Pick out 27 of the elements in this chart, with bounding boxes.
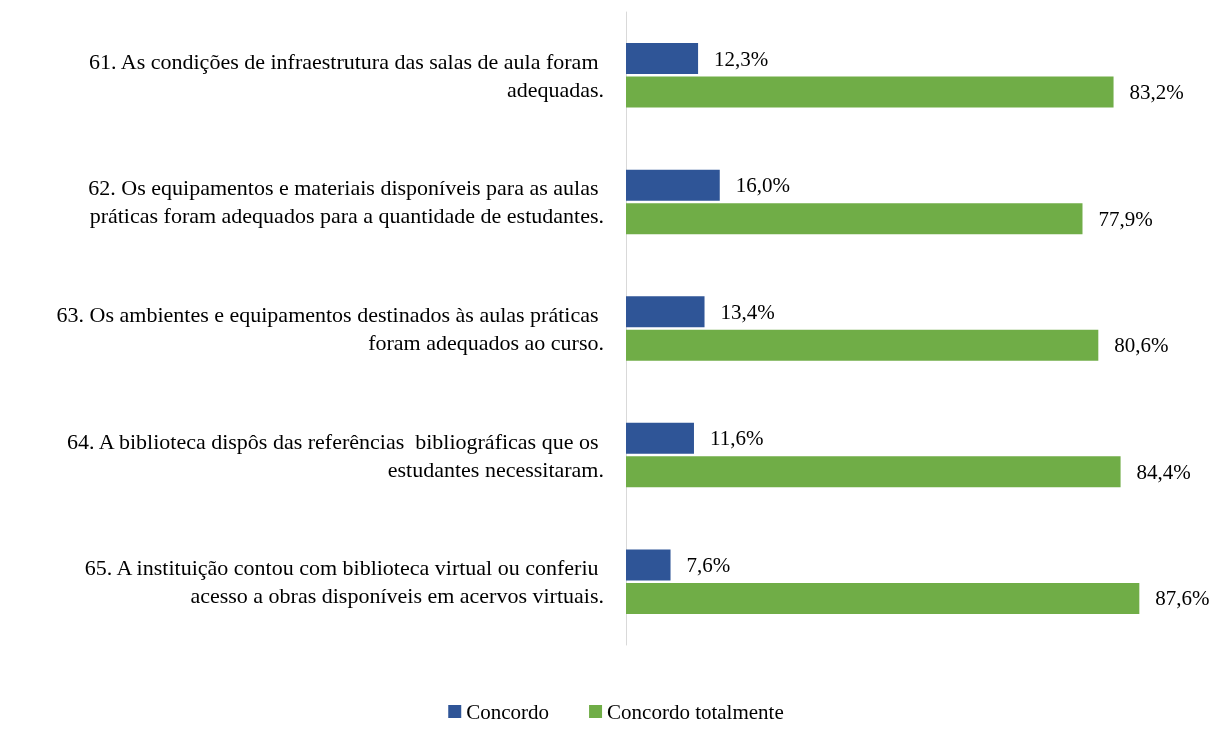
bar [626,422,694,454]
data-label: 13,4% [720,299,775,324]
bar [626,329,1099,361]
bar [626,296,705,328]
data-label: 84,4% [1136,459,1191,484]
data-label: 83,2% [1129,80,1184,105]
data-label: 87,6% [1155,586,1210,611]
data-label: 77,9% [1098,206,1153,231]
data-label: 7,6% [686,552,731,577]
data-label: 12,3% [714,46,769,71]
bar [626,582,1140,614]
legend-label: Concordo [466,699,550,724]
y-tick-label: 63. Os ambientes e equipamentos destinados às aulas práticas foram adequados ao curso. [56,302,604,355]
bar [626,43,699,75]
y-tick-label: 64. A biblioteca dispôs das referências bibliográficas que os estudantes necessitaram. [66,428,604,482]
bar [626,76,1114,108]
data-label: 11,6% [709,426,764,451]
y-tick-label: 61. As condições de infraestrutura das salas de aula foram adequadas. [89,48,604,102]
bar [626,549,671,581]
data-label: 80,6% [1114,333,1169,358]
bar [626,169,720,201]
bar [626,456,1121,488]
y-tick-label: 62. Os equipamentos e materiais disponíveis para as aulas práticas foram adequados para a quantidade de estudantes. [88,175,604,229]
legend-label: Concordo totalmente [607,699,784,724]
y-tick-label: 65. A instituição contou com biblioteca virtual ou conferiu acesso a obras disponíveis em acervos virtuais. [84,555,604,609]
bar [626,203,1083,235]
data-label: 16,0% [735,173,791,198]
